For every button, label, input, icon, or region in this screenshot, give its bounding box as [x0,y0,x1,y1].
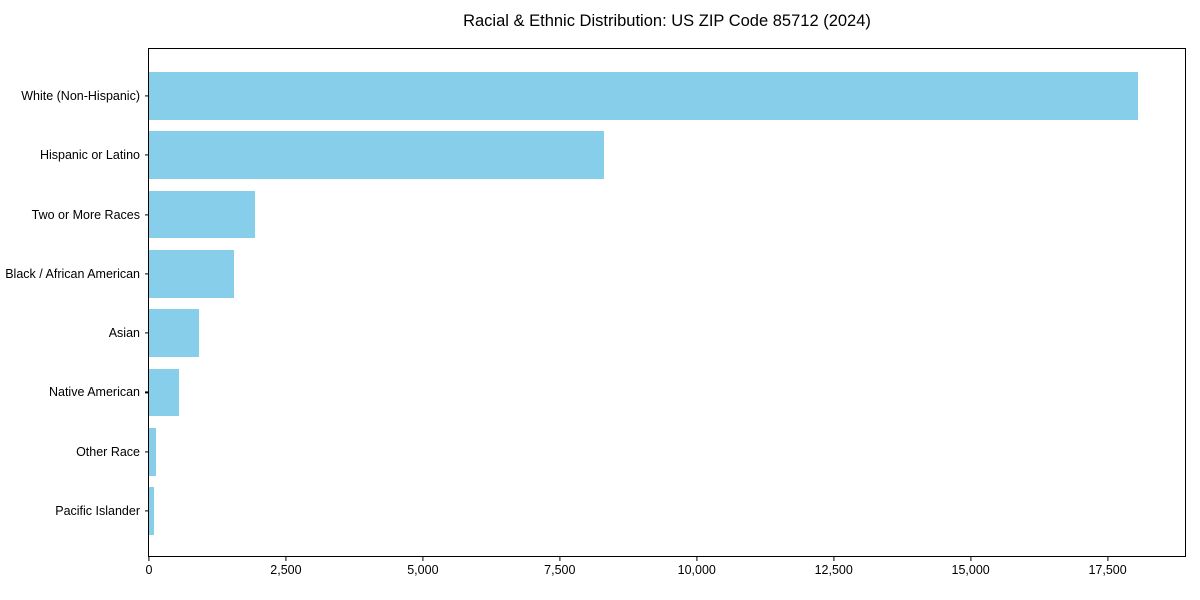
x-tick-label: 2,500 [270,563,302,577]
y-tick-mark [144,273,149,275]
bar-two-or-more-races [149,190,255,239]
x-tick-mark [148,556,150,561]
y-tick-mark [144,510,149,512]
y-tick-label: Native American [48,385,140,400]
bar-native-american [149,368,179,417]
x-tick-mark [1106,556,1109,561]
x-tick-label: 12,500 [814,563,853,577]
y-tick-mark [144,95,149,97]
x-tick-label: 15,000 [951,563,990,577]
y-tick-label: Black / African American [5,266,140,281]
bar-asian [149,309,200,357]
bar-pacific-islander [149,487,155,535]
x-tick-label: 5,000 [407,563,439,577]
x-tick-label: 7,500 [544,563,576,577]
x-tick-mark [422,556,424,561]
plot-area: White (Non-Hispanic) Hispanic or Latino Tw… [5,48,1186,577]
x-tick-mark [559,556,561,561]
x-tick-mark [833,556,835,561]
y-tick-mark [144,332,149,334]
y-tick-label: Other Race [76,444,140,459]
x-tick-label: 0 [145,563,153,577]
bar-white-non-hispanic [149,72,1138,120]
x-tick-mark [696,556,698,561]
x-tick-mark [970,556,972,561]
y-tick-mark [144,451,149,453]
bar-hispanic-or-latino [149,131,605,179]
y-tick-label: Hispanic or Latino [39,148,140,163]
y-tick-mark [144,213,149,216]
y-tick-mark [144,391,149,394]
y-tick-label: Two or More Races [31,207,140,222]
chart-title: Racial & Ethnic Distribution: US ZIP Cod… [463,12,871,30]
y-tick-label: White (Non-Hispanic) [21,88,140,103]
y-tick-label: Pacific Islander [55,504,140,519]
x-tick-mark [285,556,287,561]
bar-black-african-american [149,250,235,298]
x-tick-label: 10,000 [677,563,716,577]
bar-other-race [149,428,157,476]
x-tick-label: 17,500 [1088,563,1127,577]
y-tick-mark [144,154,149,156]
y-tick-label: Asian [108,326,140,341]
